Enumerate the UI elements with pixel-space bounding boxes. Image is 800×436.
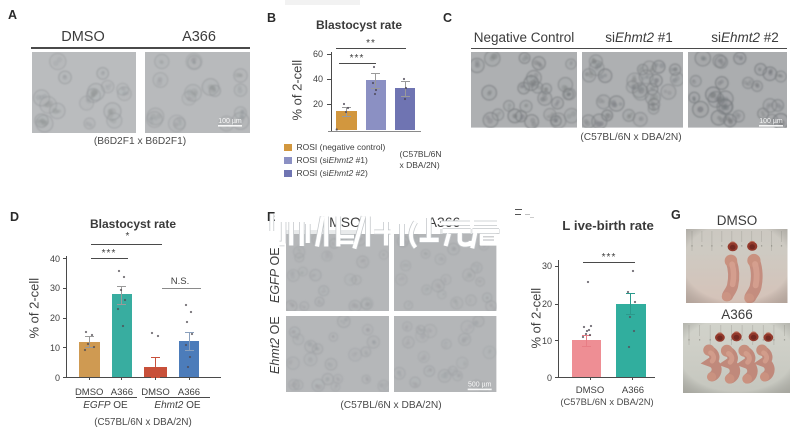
svg-text:100 µm: 100 µm (759, 118, 783, 125)
svg-text:500 µm: 500 µm (468, 382, 492, 389)
svg-text:100 µm: 100 µm (218, 118, 242, 125)
